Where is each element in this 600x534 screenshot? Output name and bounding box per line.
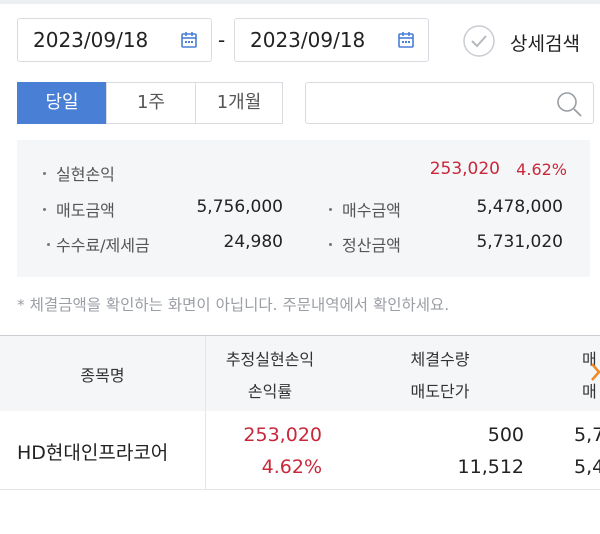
search-icon[interactable] (555, 90, 583, 118)
tab[interactable]: 1주 (106, 82, 196, 124)
notice: * 체결금액을 확인하는 화면이 아닙니다. 주문내역에서 확인하세요. (17, 296, 450, 314)
realized-rate: 4.62% (516, 160, 567, 179)
summary-label: 정산금액 (342, 236, 401, 255)
summary-label: 실현손익 (56, 165, 115, 184)
summary-label: 매도금액 (56, 201, 115, 220)
tab[interactable]: 당일 (17, 82, 107, 124)
date-separator: - (218, 28, 226, 52)
summary-value: 5,731,020 (476, 232, 563, 252)
cell: 5,7 (574, 424, 600, 446)
summary-value: 5,756,000 (196, 197, 283, 217)
summary-panel (17, 140, 590, 277)
end-date: 2023/09/18 (250, 28, 366, 52)
cell: 5,4 (574, 456, 600, 478)
header-cell: 매도단가 (410, 382, 470, 401)
search-input[interactable] (305, 82, 594, 124)
scroll-arrow[interactable] (590, 362, 600, 382)
header-cell: 종목명 (80, 366, 125, 385)
detail-checkbox[interactable] (462, 24, 496, 58)
header-cell: 매 (582, 382, 597, 401)
header-cell: 체결수량 (410, 350, 470, 369)
detail-search-label[interactable]: 상세검색 (510, 33, 580, 55)
end-date-input[interactable] (234, 18, 429, 62)
cell: 11,512 (457, 456, 524, 478)
cell: 500 (487, 424, 524, 446)
top-strip (0, 0, 600, 4)
column-divider (205, 336, 206, 490)
row-divider (0, 489, 600, 490)
header-cell: 추정실현손익 (225, 350, 315, 369)
header-cell: 손익률 (247, 382, 293, 401)
calendar-icon[interactable] (180, 31, 198, 49)
start-date-input[interactable] (17, 18, 212, 62)
start-date: 2023/09/18 (33, 28, 149, 52)
table-header (0, 335, 600, 411)
stock-name[interactable]: HD현대인프라코어 (17, 442, 169, 464)
summary-value: 24,980 (223, 232, 283, 252)
summary-label: 매수금액 (342, 201, 401, 220)
tab[interactable]: 1개월 (195, 82, 283, 124)
calendar-icon[interactable] (397, 31, 415, 49)
cell: 253,020 (243, 424, 322, 446)
cell: 4.62% (261, 456, 322, 478)
realized-amount: 253,020 (429, 159, 500, 179)
summary-label: 수수료/제세금 (56, 236, 150, 255)
summary-value: 5,478,000 (476, 197, 563, 217)
